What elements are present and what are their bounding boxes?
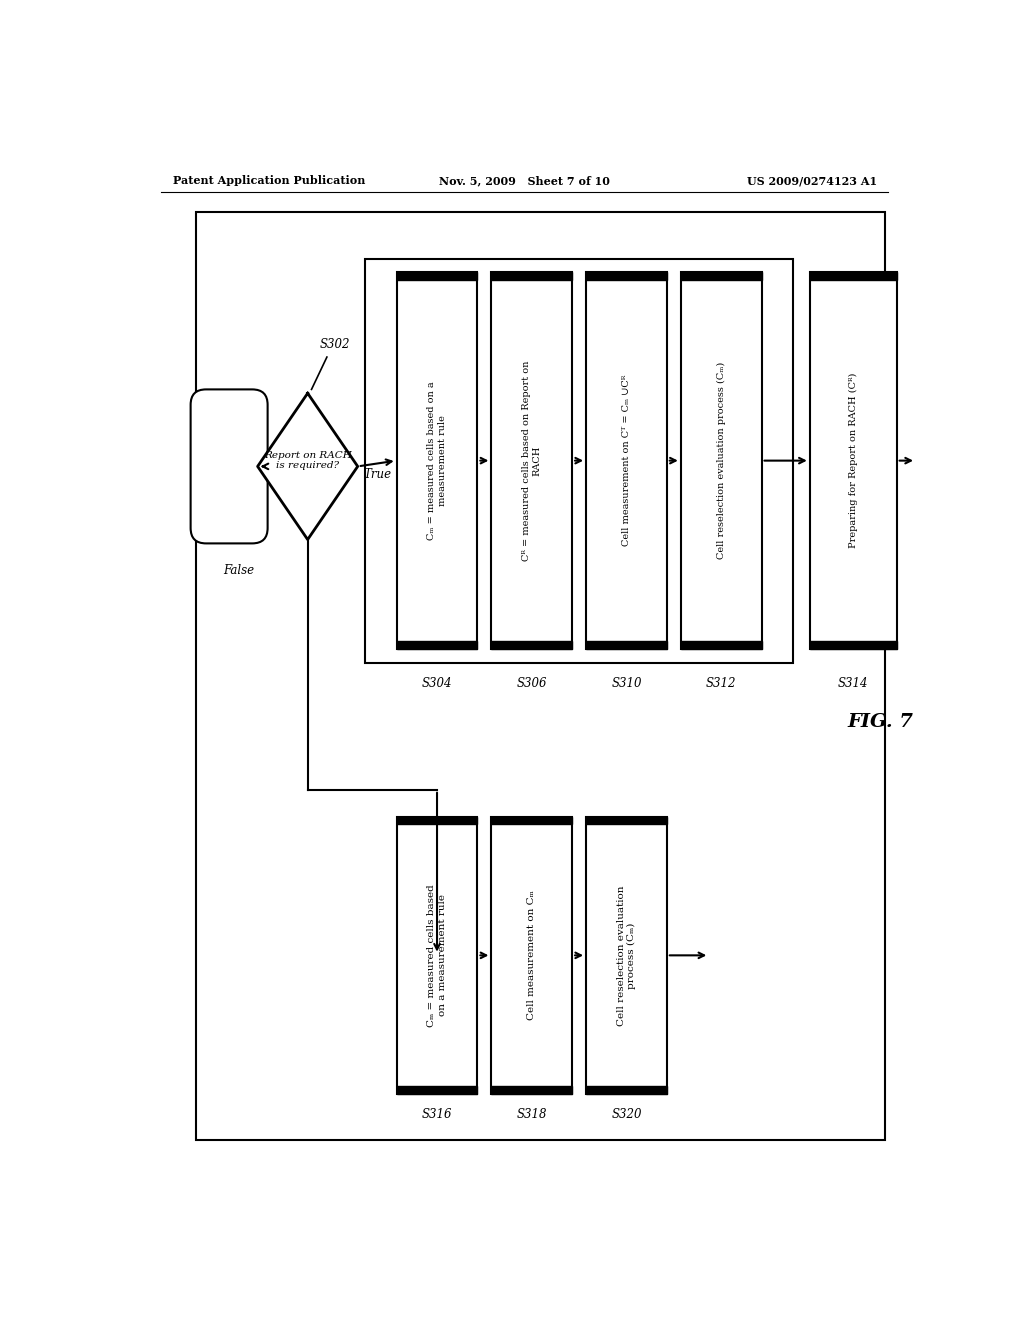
Text: S318: S318 [516,1107,547,1121]
Text: Nov. 5, 2009   Sheet 7 of 10: Nov. 5, 2009 Sheet 7 of 10 [439,176,610,186]
Text: S314: S314 [838,677,868,689]
Polygon shape [492,817,572,825]
Text: S306: S306 [516,677,547,689]
Text: Report on RACH
is required?: Report on RACH is required? [264,450,351,470]
Text: True: True [364,467,392,480]
FancyBboxPatch shape [190,389,267,544]
Text: Cₘ = measured cells based
on a measurement rule: Cₘ = measured cells based on a measureme… [427,884,446,1027]
Bar [681,272,762,649]
Polygon shape [396,272,477,280]
Text: Cell measurement on Cₘ: Cell measurement on Cₘ [527,891,537,1020]
Text: Cell measurement on Cᵀ = Cₘ ∪Cᴿ: Cell measurement on Cᵀ = Cₘ ∪Cᴿ [622,375,631,546]
Text: Cell reselection evaluation
process (Cₘ): Cell reselection evaluation process (Cₘ) [616,886,636,1026]
Polygon shape [492,642,572,649]
Bar [810,272,897,649]
Bar [396,817,477,1094]
Polygon shape [396,817,477,825]
Text: S316: S316 [422,1107,453,1121]
Text: Cᴿ = measured cells based on Report on
RACH: Cᴿ = measured cells based on Report on R… [522,360,542,561]
Polygon shape [681,272,762,280]
Text: FIG. 7: FIG. 7 [847,713,913,731]
Text: S304: S304 [422,677,453,689]
Polygon shape [810,642,897,649]
Polygon shape [396,1086,477,1094]
Polygon shape [258,393,357,540]
Text: US 2009/0274123 A1: US 2009/0274123 A1 [748,176,878,186]
Text: Preparing for Report on RACH (Cᴿ): Preparing for Report on RACH (Cᴿ) [849,374,858,548]
Text: Cₘ = measured cells based on a
measurement rule: Cₘ = measured cells based on a measureme… [427,381,446,540]
Text: S302: S302 [319,338,350,351]
Text: S320: S320 [611,1107,642,1121]
Bar [396,272,477,649]
Polygon shape [681,642,762,649]
Polygon shape [586,272,667,280]
Bar [492,272,572,649]
Polygon shape [492,1086,572,1094]
Polygon shape [396,642,477,649]
Text: Patent Application Publication: Patent Application Publication [173,176,366,186]
Bar [366,259,793,663]
Polygon shape [492,272,572,280]
Polygon shape [586,1086,667,1094]
Text: False: False [223,564,254,577]
Text: S312: S312 [706,677,736,689]
Polygon shape [586,817,667,825]
Bar [196,213,885,1140]
Text: Cell reselection evaluation process (Cₘ): Cell reselection evaluation process (Cₘ) [717,362,726,560]
Polygon shape [586,642,667,649]
Text: S310: S310 [611,677,642,689]
Bar [492,817,572,1094]
Polygon shape [810,272,897,280]
Bar [586,817,667,1094]
Bar [586,272,667,649]
